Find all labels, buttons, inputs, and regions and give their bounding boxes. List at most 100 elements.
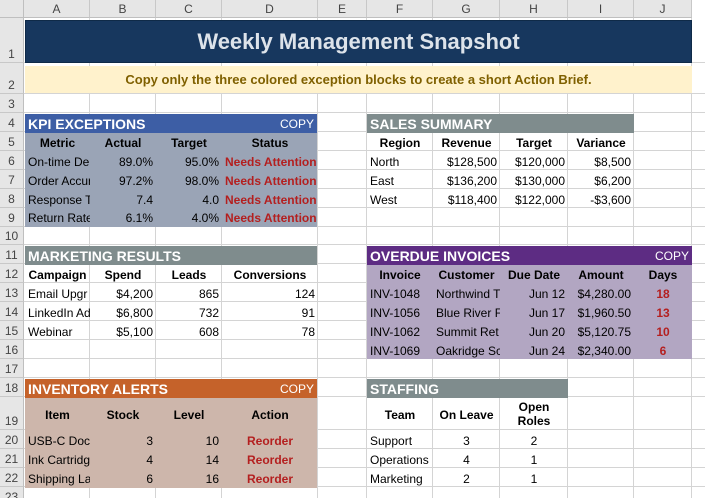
overdue-amount[interactable]: $4,280.00 bbox=[577, 286, 631, 301]
row-header-3[interactable]: 3 bbox=[0, 94, 24, 113]
overdue-amount[interactable]: $2,340.00 bbox=[577, 343, 631, 358]
marketing-spend[interactable]: $5,100 bbox=[116, 324, 153, 339]
marketing-conversions[interactable]: 78 bbox=[301, 324, 315, 339]
column-header-h[interactable]: H bbox=[500, 0, 568, 18]
row-header-22[interactable]: 22 bbox=[0, 468, 24, 487]
row-header-2[interactable]: 2 bbox=[0, 63, 24, 94]
inventory-item[interactable]: Ink Cartridg bbox=[28, 452, 90, 467]
row-header-13[interactable]: 13 bbox=[0, 283, 24, 302]
row-header-6[interactable]: 6 bbox=[0, 151, 24, 170]
column-header-i[interactable]: I bbox=[568, 0, 634, 18]
overdue-customer[interactable]: Oakridge Sc bbox=[436, 343, 500, 358]
column-header-j[interactable]: J bbox=[634, 0, 692, 18]
kpi-status[interactable]: Needs Attention bbox=[225, 173, 317, 188]
row-header-19[interactable]: 19 bbox=[0, 397, 24, 430]
row-header-1[interactable]: 1 bbox=[0, 18, 24, 63]
inventory-level[interactable]: 16 bbox=[205, 471, 219, 486]
column-header-d[interactable]: D bbox=[222, 0, 318, 18]
column-header-g[interactable]: G bbox=[433, 0, 500, 18]
inventory-action[interactable]: Reorder bbox=[246, 433, 293, 448]
row-header-21[interactable]: 21 bbox=[0, 449, 24, 468]
inventory-level[interactable]: 14 bbox=[205, 452, 219, 467]
staffing-on-leave[interactable]: 3 bbox=[463, 433, 470, 448]
overdue-days[interactable]: 6 bbox=[659, 343, 667, 358]
staffing-team[interactable]: Support bbox=[370, 433, 413, 448]
overdue-invoice[interactable]: INV-1069 bbox=[370, 343, 421, 358]
row-header-9[interactable]: 9 bbox=[0, 208, 24, 227]
marketing-conversions[interactable]: 124 bbox=[294, 286, 315, 301]
row-header-17[interactable]: 17 bbox=[0, 359, 24, 378]
column-header-f[interactable]: F bbox=[367, 0, 433, 18]
kpi-actual[interactable]: 6.1% bbox=[125, 210, 153, 225]
row-header-5[interactable]: 5 bbox=[0, 132, 24, 151]
row-header-11[interactable]: 11 bbox=[0, 245, 24, 264]
row-header-7[interactable]: 7 bbox=[0, 170, 24, 189]
sales-region[interactable]: North bbox=[370, 154, 400, 169]
kpi-actual[interactable]: 7.4 bbox=[136, 192, 153, 207]
kpi-actual[interactable]: 89.0% bbox=[118, 154, 153, 169]
kpi-metric[interactable]: Order Accur bbox=[28, 173, 90, 188]
marketing-conversions[interactable]: 91 bbox=[301, 305, 315, 320]
kpi-metric[interactable]: Response T bbox=[28, 192, 90, 207]
marketing-leads[interactable]: 865 bbox=[198, 286, 219, 301]
inventory-action[interactable]: Reorder bbox=[246, 471, 293, 486]
overdue-invoice[interactable]: INV-1056 bbox=[370, 305, 421, 320]
row-header-14[interactable]: 14 bbox=[0, 302, 24, 321]
staffing-open-roles[interactable]: 1 bbox=[530, 471, 538, 486]
overdue-invoice[interactable]: INV-1062 bbox=[370, 324, 421, 339]
sales-variance[interactable]: $6,200 bbox=[594, 173, 631, 188]
inventory-stock[interactable]: 4 bbox=[146, 452, 153, 467]
inventory-level[interactable]: 10 bbox=[205, 433, 219, 448]
kpi-status[interactable]: Needs Attention bbox=[225, 192, 317, 207]
marketing-leads[interactable]: 608 bbox=[198, 324, 219, 339]
row-header-15[interactable]: 15 bbox=[0, 321, 24, 340]
inventory-item[interactable]: USB-C Doc bbox=[28, 433, 90, 448]
overdue-due-date[interactable]: Jun 17 bbox=[528, 305, 565, 320]
marketing-spend[interactable]: $4,200 bbox=[116, 286, 153, 301]
sales-variance[interactable]: $8,500 bbox=[594, 154, 631, 169]
column-header-e[interactable]: E bbox=[318, 0, 367, 18]
row-header-18[interactable]: 18 bbox=[0, 378, 24, 397]
row-header-16[interactable]: 16 bbox=[0, 340, 24, 359]
kpi-target[interactable]: 95.0% bbox=[184, 154, 219, 169]
overdue-amount[interactable]: $1,960.50 bbox=[577, 305, 631, 320]
staffing-on-leave[interactable]: 2 bbox=[463, 471, 470, 486]
overdue-days[interactable]: 13 bbox=[656, 305, 670, 320]
sales-revenue[interactable]: $128,500 bbox=[446, 154, 497, 169]
marketing-spend[interactable]: $6,800 bbox=[116, 305, 153, 320]
column-header-b[interactable]: B bbox=[90, 0, 156, 18]
overdue-amount[interactable]: $5,120.75 bbox=[577, 324, 631, 339]
inventory-action[interactable]: Reorder bbox=[246, 452, 293, 467]
kpi-metric[interactable]: Return Rate bbox=[28, 210, 90, 225]
marketing-campaign[interactable]: LinkedIn Ad bbox=[28, 305, 90, 320]
overdue-due-date[interactable]: Jun 24 bbox=[528, 343, 565, 358]
sales-target[interactable]: $120,000 bbox=[514, 154, 565, 169]
row-header-10[interactable]: 10 bbox=[0, 227, 24, 245]
kpi-metric[interactable]: On-time De bbox=[28, 154, 90, 169]
overdue-due-date[interactable]: Jun 12 bbox=[528, 286, 565, 301]
select-all-corner[interactable] bbox=[0, 0, 24, 18]
staffing-open-roles[interactable]: 2 bbox=[530, 433, 538, 448]
staffing-team[interactable]: Operations bbox=[370, 452, 429, 467]
column-header-c[interactable]: C bbox=[156, 0, 222, 18]
kpi-target[interactable]: 4.0 bbox=[202, 192, 219, 207]
kpi-status[interactable]: Needs Attention bbox=[225, 154, 317, 169]
kpi-status[interactable]: Needs Attention bbox=[225, 210, 317, 225]
column-header-a[interactable]: A bbox=[24, 0, 90, 18]
row-header-4[interactable]: 4 bbox=[0, 113, 24, 132]
inventory-stock[interactable]: 3 bbox=[146, 433, 153, 448]
staffing-open-roles[interactable]: 1 bbox=[530, 452, 538, 467]
sales-region[interactable]: West bbox=[370, 192, 398, 207]
inventory-stock[interactable]: 6 bbox=[146, 471, 153, 486]
row-header-8[interactable]: 8 bbox=[0, 189, 24, 208]
inventory-item[interactable]: Shipping La bbox=[28, 471, 90, 486]
kpi-target[interactable]: 98.0% bbox=[184, 173, 219, 188]
row-header-20[interactable]: 20 bbox=[0, 430, 24, 449]
overdue-days[interactable]: 10 bbox=[656, 324, 670, 339]
sales-target[interactable]: $122,000 bbox=[514, 192, 565, 207]
sales-variance[interactable]: -$3,600 bbox=[590, 192, 631, 207]
sales-target[interactable]: $130,000 bbox=[514, 173, 565, 188]
overdue-invoice[interactable]: INV-1048 bbox=[370, 286, 421, 301]
marketing-campaign[interactable]: Webinar bbox=[28, 324, 73, 339]
